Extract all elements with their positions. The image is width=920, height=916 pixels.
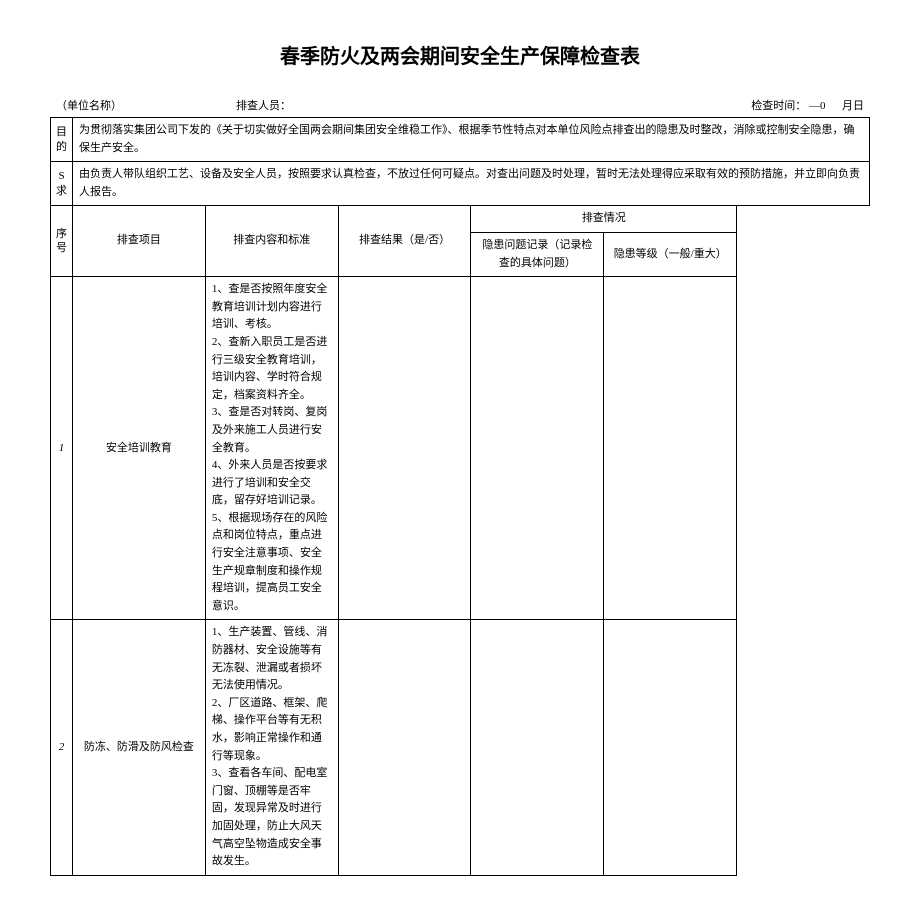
meta-time-suffix: 月日 (842, 100, 864, 112)
content-line: 4、外来人员是否按要求进行了培训和安全交底，留存好培训记录。 (212, 457, 332, 510)
meta-time: 检查时间： —0 月日 (751, 97, 864, 113)
row-seq: 1 (51, 277, 73, 620)
row-level (604, 277, 737, 620)
inspection-table: 目的 为贯彻落实集团公司下发的《关于切实做好全国两会期间集团安全维稳工作》、根据… (50, 117, 870, 876)
content-line: 5、根据现场存在的风险点和岗位特点，重点进行安全注意事项、安全生产规章制度和操作… (212, 510, 332, 616)
content-line: 1、查是否按照年度安全教育培训计划内容进行培训、考核。 (212, 281, 332, 334)
content-line: 1、生产装置、管线、消防器材、安全设施等有无冻裂、泄漏或者损坏无法使用情况。 (212, 624, 332, 694)
content-line: 3、查看各车间、配电室门窗、顶棚等是否牢固，发现异常及时进行加固处理，防止大风天… (212, 765, 332, 871)
table-row: 2 防冻、防滑及防风检查 1、生产装置、管线、消防器材、安全设施等有无冻裂、泄漏… (51, 620, 870, 875)
header-seq: 序号 (51, 206, 73, 277)
header-level: 隐患等级（一般/重大） (604, 232, 737, 276)
row-record (471, 277, 604, 620)
purpose-label: 目的 (51, 118, 73, 162)
requirement-text: 由负责人带队组织工艺、设备及安全人员，按照要求认真检查，不放过任何可疑点。对查出… (73, 162, 870, 206)
meta-row: （单位名称） 排查人员： 检查时间： —0 月日 (50, 97, 870, 113)
header-situation: 排查情况 (471, 206, 737, 233)
header-record: 隐患问题记录（记录检查的具体问题） (471, 232, 604, 276)
meta-unit-label: （单位名称） (56, 97, 236, 113)
row-record (471, 620, 604, 875)
meta-time-value: —0 (809, 100, 826, 112)
header-row-1: 序号 排查项目 排查内容和标准 排查结果（是/否） 排查情况 (51, 206, 870, 233)
row-content: 1、生产装置、管线、消防器材、安全设施等有无冻裂、泄漏或者损坏无法使用情况。 2… (205, 620, 338, 875)
meta-time-label: 检查时间： (751, 100, 806, 112)
row-item: 安全培训教育 (73, 277, 206, 620)
purpose-text: 为贯彻落实集团公司下发的《关于切实做好全国两会期间集团安全维稳工作》、根据季节性… (73, 118, 870, 162)
content-line: 2、厂区道路、框架、爬梯、操作平台等有无积水，影响正常操作和通行等现象。 (212, 695, 332, 765)
page-title: 春季防火及两会期间安全生产保障检查表 (50, 40, 870, 69)
header-result: 排查结果（是/否） (338, 206, 471, 277)
requirement-label: S求 (51, 162, 73, 206)
row-item: 防冻、防滑及防风检查 (73, 620, 206, 875)
header-item: 排查项目 (73, 206, 206, 277)
purpose-row: 目的 为贯彻落实集团公司下发的《关于切实做好全国两会期间集团安全维稳工作》、根据… (51, 118, 870, 162)
table-row: 1 安全培训教育 1、查是否按照年度安全教育培训计划内容进行培训、考核。 2、查… (51, 277, 870, 620)
row-seq: 2 (51, 620, 73, 875)
row-result (338, 620, 471, 875)
meta-inspector-label: 排查人员： (236, 97, 536, 113)
row-content: 1、查是否按照年度安全教育培训计划内容进行培训、考核。 2、查新入职员工是否进行… (205, 277, 338, 620)
content-line: 2、查新入职员工是否进行三级安全教育培训，培训内容、学时符合规定，档案资料齐全。 (212, 334, 332, 404)
requirement-row: S求 由负责人带队组织工艺、设备及安全人员，按照要求认真检查，不放过任何可疑点。… (51, 162, 870, 206)
row-level (604, 620, 737, 875)
row-result (338, 277, 471, 620)
content-line: 3、查是否对转岗、复岗及外来施工人员进行安全教育。 (212, 404, 332, 457)
header-content: 排查内容和标准 (205, 206, 338, 277)
